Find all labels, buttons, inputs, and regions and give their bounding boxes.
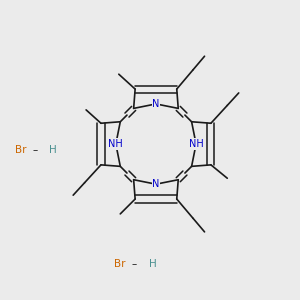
Text: Br: Br xyxy=(15,145,26,155)
Text: NH: NH xyxy=(108,139,123,149)
Text: N: N xyxy=(152,179,160,189)
Text: –: – xyxy=(32,145,38,155)
Text: N: N xyxy=(152,99,160,109)
Text: Br: Br xyxy=(114,260,126,269)
Text: NH: NH xyxy=(189,139,203,149)
Text: H: H xyxy=(148,260,156,269)
Text: –: – xyxy=(132,260,137,269)
Text: H: H xyxy=(49,145,57,155)
